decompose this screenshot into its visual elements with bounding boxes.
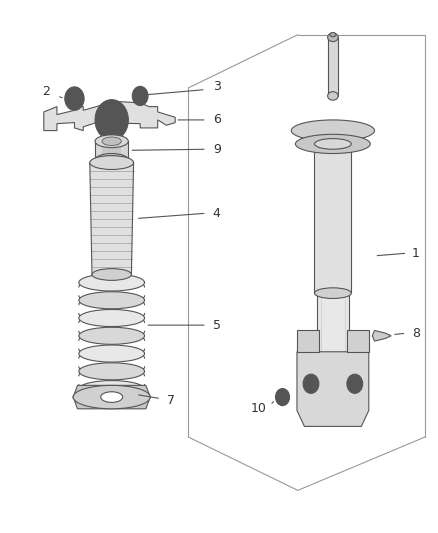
Circle shape: [276, 389, 290, 406]
Polygon shape: [44, 101, 175, 131]
Ellipse shape: [79, 327, 145, 344]
Text: 7: 7: [167, 394, 175, 407]
Text: 2: 2: [42, 85, 50, 98]
Circle shape: [65, 87, 84, 110]
Circle shape: [106, 114, 117, 126]
Circle shape: [303, 374, 319, 393]
Polygon shape: [297, 330, 319, 352]
Circle shape: [95, 100, 128, 140]
Ellipse shape: [295, 134, 370, 154]
Ellipse shape: [79, 381, 145, 398]
Circle shape: [132, 86, 148, 106]
Ellipse shape: [330, 33, 336, 37]
Ellipse shape: [79, 363, 145, 380]
Circle shape: [70, 93, 79, 104]
Text: 4: 4: [213, 207, 221, 220]
Polygon shape: [314, 144, 351, 293]
Polygon shape: [317, 293, 349, 416]
Ellipse shape: [102, 137, 121, 146]
Ellipse shape: [314, 288, 351, 298]
Polygon shape: [328, 37, 338, 96]
Ellipse shape: [79, 345, 145, 362]
Ellipse shape: [92, 269, 131, 280]
Circle shape: [101, 107, 123, 133]
Text: 1: 1: [412, 247, 420, 260]
Ellipse shape: [79, 274, 145, 291]
Text: 9: 9: [213, 143, 221, 156]
Circle shape: [279, 393, 286, 401]
Polygon shape: [73, 385, 150, 409]
Ellipse shape: [79, 292, 145, 309]
Ellipse shape: [95, 154, 128, 166]
Ellipse shape: [328, 92, 338, 100]
Ellipse shape: [90, 156, 134, 169]
Circle shape: [347, 374, 363, 393]
Text: 3: 3: [213, 80, 221, 93]
Polygon shape: [347, 330, 369, 352]
Text: 8: 8: [412, 327, 420, 340]
Ellipse shape: [328, 33, 338, 42]
Circle shape: [137, 92, 144, 100]
Polygon shape: [372, 330, 391, 341]
Ellipse shape: [291, 120, 374, 141]
Ellipse shape: [102, 156, 121, 164]
Ellipse shape: [314, 139, 351, 149]
Text: 5: 5: [213, 319, 221, 332]
Polygon shape: [297, 352, 369, 426]
Text: 6: 6: [213, 114, 221, 126]
Ellipse shape: [95, 135, 128, 148]
Polygon shape: [90, 163, 134, 274]
Ellipse shape: [73, 385, 150, 409]
Polygon shape: [95, 141, 128, 160]
Text: 10: 10: [251, 402, 266, 415]
Ellipse shape: [79, 310, 145, 327]
Polygon shape: [102, 141, 121, 160]
Ellipse shape: [101, 392, 123, 402]
